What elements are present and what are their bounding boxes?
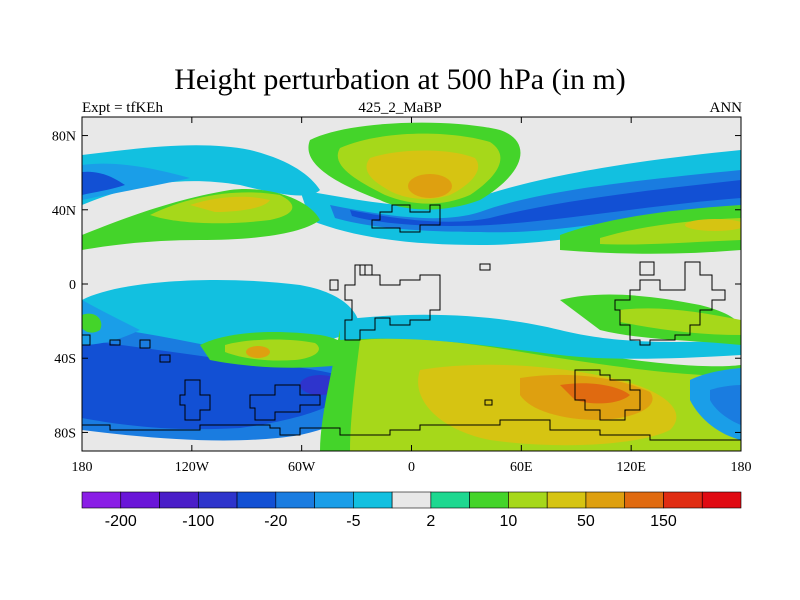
lon-tick-label: 120E bbox=[616, 460, 646, 475]
colorbar-label: -200 bbox=[105, 513, 137, 530]
colorbar-swatch bbox=[430, 491, 470, 509]
colorbar-swatch bbox=[663, 491, 703, 509]
longitude-axis: 180 120W 60W 0 60E 120E 180 bbox=[72, 117, 752, 475]
colorbar-label: -20 bbox=[264, 513, 287, 530]
lon-tick-label: 0 bbox=[408, 460, 415, 475]
colorbar-label: -5 bbox=[346, 513, 360, 530]
colorbar-swatch bbox=[585, 491, 626, 509]
lat-tick-label: 40S bbox=[54, 352, 76, 367]
colorbar-swatch bbox=[275, 491, 315, 509]
lon-tick-label: 60W bbox=[288, 460, 316, 475]
colorbar-swatch bbox=[508, 491, 548, 509]
colorbar-swatch bbox=[314, 491, 354, 509]
lat-tick-label: 80S bbox=[54, 426, 76, 441]
map-title: Height perturbation at 500 hPa (in m) bbox=[174, 63, 626, 96]
colorbar-swatch bbox=[159, 491, 199, 509]
colorbar-swatch bbox=[391, 491, 432, 509]
lon-tick-label: 60E bbox=[510, 460, 533, 475]
case-label: 425_2_MaBP bbox=[358, 100, 442, 116]
colorbar-swatch bbox=[624, 491, 664, 509]
colorbar-label: 150 bbox=[650, 513, 677, 530]
colorbar-swatch bbox=[120, 491, 160, 509]
lat-tick-label: 80N bbox=[52, 130, 76, 145]
colorbar-swatch bbox=[546, 491, 587, 509]
season-label: ANN bbox=[709, 100, 743, 116]
latitude-axis: 80N 40N 0 40S 80S bbox=[52, 130, 741, 441]
colorbar-swatch bbox=[197, 491, 238, 509]
lon-tick-label: 120W bbox=[175, 460, 210, 475]
sh-negative-region bbox=[82, 280, 378, 441]
colorbar-swatch bbox=[236, 491, 277, 509]
colorbar-label: 2 bbox=[426, 513, 435, 530]
colorbar-swatch bbox=[81, 491, 122, 509]
experiment-label: Expt = tfKEh bbox=[82, 100, 163, 116]
sh-positive-region bbox=[200, 325, 741, 451]
sh-subtropical-band bbox=[82, 294, 741, 359]
coastlines bbox=[82, 204, 741, 441]
colorbar: -200 -100 -20 -5 2 10 50 150 bbox=[81, 491, 742, 530]
lon-tick-label: 180 bbox=[72, 460, 93, 475]
colorbar-swatch bbox=[353, 491, 393, 509]
nh-positive-anomalies bbox=[82, 122, 741, 254]
lat-tick-label: 40N bbox=[52, 204, 76, 219]
colorbar-label: -100 bbox=[182, 513, 214, 530]
lat-tick-label: 0 bbox=[69, 278, 76, 293]
colorbar-label: 50 bbox=[577, 513, 595, 530]
colorbar-swatch bbox=[701, 491, 742, 509]
colorbar-swatch bbox=[469, 491, 509, 509]
lon-tick-label: 180 bbox=[731, 460, 752, 475]
colorbar-label: 10 bbox=[500, 513, 518, 530]
contour-field bbox=[82, 117, 741, 451]
